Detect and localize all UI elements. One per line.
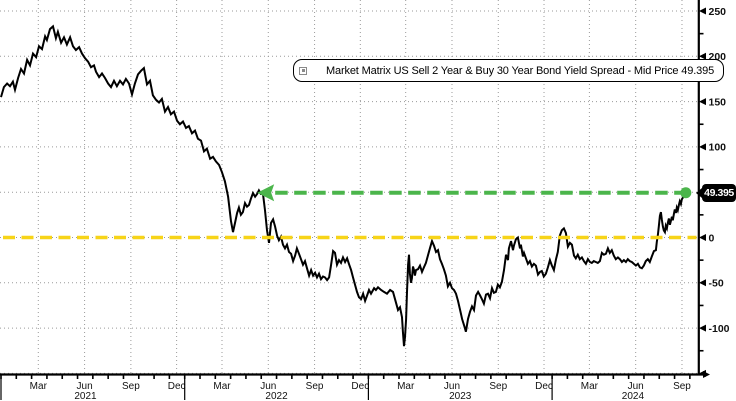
legend-label: Market Matrix US Sell 2 Year & Buy 30 Ye… bbox=[326, 64, 715, 77]
year-label: 2024 bbox=[622, 391, 645, 401]
y-major-tick bbox=[699, 279, 706, 287]
month-label: Jun bbox=[77, 381, 93, 392]
y-major-tick bbox=[699, 234, 706, 241]
month-label: Sep bbox=[122, 381, 140, 392]
month-label: Mar bbox=[397, 381, 415, 392]
legend[interactable]: Market Matrix US Sell 2 Year & Buy 30 Ye… bbox=[293, 59, 725, 82]
price-badge-notch bbox=[696, 188, 702, 198]
month-label: Jun bbox=[260, 381, 276, 392]
month-label: Dec bbox=[351, 381, 369, 392]
y-axis-label: 100 bbox=[709, 142, 727, 154]
legend-expand-icon[interactable] bbox=[299, 66, 307, 75]
month-label: Jun bbox=[444, 381, 460, 392]
y-major-tick bbox=[699, 143, 706, 151]
y-major-tick bbox=[699, 52, 706, 60]
y-axis-label: 250 bbox=[709, 6, 727, 18]
y-axis-label: 0 bbox=[709, 232, 715, 244]
y-major-tick bbox=[699, 98, 706, 106]
last-price-dot bbox=[680, 187, 692, 199]
y-axis-label: -100 bbox=[709, 323, 730, 335]
spread-series-line bbox=[0, 24, 687, 347]
last-price-badge: 49.395 bbox=[696, 184, 736, 202]
month-label: Dec bbox=[535, 381, 553, 392]
y-major-tick bbox=[699, 369, 706, 377]
year-label: 2022 bbox=[265, 391, 288, 401]
year-label: 2023 bbox=[449, 391, 472, 401]
y-major-tick bbox=[699, 324, 706, 332]
year-label: 2021 bbox=[74, 391, 97, 401]
y-major-tick bbox=[699, 7, 706, 15]
month-label: Jun bbox=[628, 381, 644, 392]
month-label: Sep bbox=[673, 381, 691, 392]
month-label: Mar bbox=[581, 381, 599, 392]
y-axis-label: -50 bbox=[709, 278, 724, 290]
month-label: Mar bbox=[30, 381, 48, 392]
left-arrow-icon bbox=[257, 184, 275, 202]
y-axis-label: 150 bbox=[709, 96, 727, 108]
month-label: Sep bbox=[489, 381, 507, 392]
legend-series-marker-icon bbox=[312, 66, 321, 75]
month-label: Dec bbox=[168, 381, 186, 392]
month-label: Mar bbox=[213, 381, 231, 392]
last-price-value: 49.395 bbox=[704, 187, 734, 199]
month-label: Sep bbox=[306, 381, 324, 392]
